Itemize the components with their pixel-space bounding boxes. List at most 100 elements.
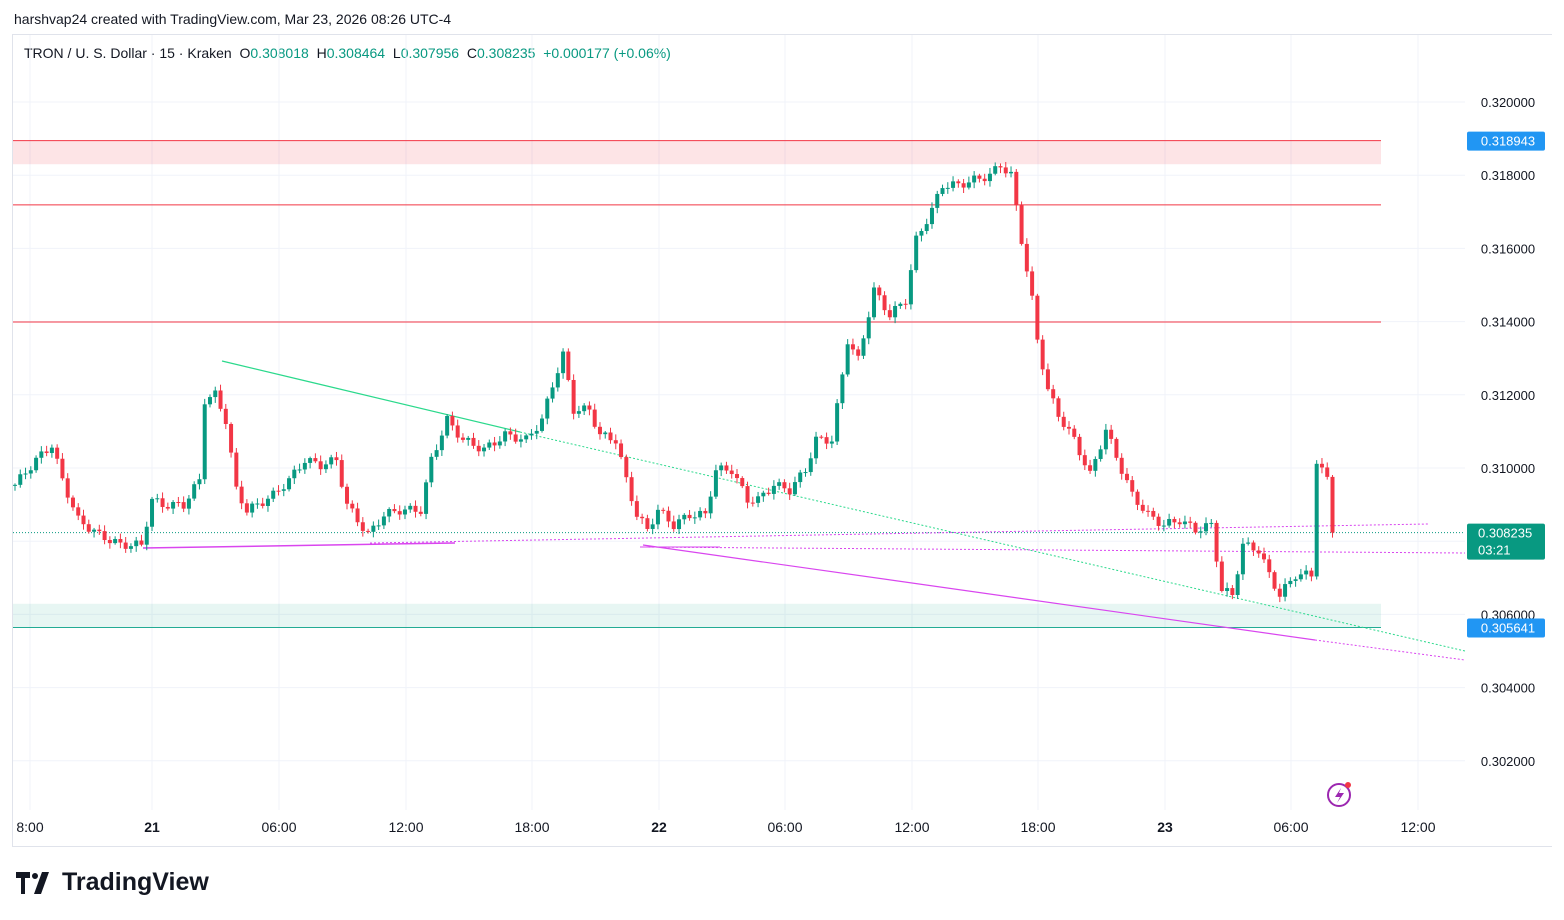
candle-body xyxy=(655,509,660,525)
candle-body xyxy=(234,452,239,487)
x-tick-label: 12:00 xyxy=(894,819,929,835)
candle-body xyxy=(724,465,729,471)
tradingview-logo-icon xyxy=(16,871,49,894)
notification-dot xyxy=(1345,782,1351,788)
candle-body xyxy=(487,442,492,448)
candle-body xyxy=(287,478,292,490)
open-label: O xyxy=(239,45,251,61)
candle-body xyxy=(44,451,49,454)
candle-body xyxy=(756,496,761,503)
candle-body xyxy=(1209,522,1214,524)
candle-body xyxy=(466,437,471,440)
candle-body xyxy=(508,431,513,435)
candle-body xyxy=(1225,588,1230,591)
candle-body xyxy=(97,529,102,532)
chart-frame[interactable] xyxy=(12,34,1552,847)
candle-body xyxy=(1146,510,1151,512)
candle-body xyxy=(1177,522,1182,525)
candle-body xyxy=(1051,389,1056,399)
candle-body xyxy=(566,351,571,380)
candle-body xyxy=(787,488,792,495)
ohlc-legend: TRON / U. S. Dollar · 15 · Kraken O 0.308… xyxy=(24,45,671,61)
candle-body xyxy=(745,486,750,503)
candle-body xyxy=(1288,580,1293,585)
candle-body xyxy=(402,509,407,515)
candle-body xyxy=(1319,463,1324,468)
candle-body xyxy=(1293,579,1298,581)
candle-body xyxy=(1009,171,1014,174)
candle-body xyxy=(1014,171,1019,206)
candle-body xyxy=(118,538,123,543)
candle-body xyxy=(460,437,465,440)
candle-body xyxy=(518,439,523,442)
candle-body xyxy=(571,379,576,414)
tradingview-logo[interactable]: TradingView xyxy=(16,868,209,897)
y-tick-label: 0.310000 xyxy=(1481,461,1535,476)
y-tick-label: 0.320000 xyxy=(1481,95,1535,110)
candle-body xyxy=(1204,523,1209,532)
candle-body xyxy=(39,451,44,458)
candle-body xyxy=(1056,398,1061,417)
candle-body xyxy=(244,503,249,513)
candle-body xyxy=(545,398,550,419)
candle-body xyxy=(597,426,602,435)
low-label: L xyxy=(392,45,401,61)
candle-body xyxy=(276,490,281,492)
last-price-label-bg xyxy=(1467,523,1545,560)
candle-body xyxy=(624,457,629,478)
candle-body xyxy=(540,418,544,431)
candle-body xyxy=(1267,559,1272,573)
candle-body xyxy=(750,502,755,504)
candle-body xyxy=(387,509,392,517)
candle-body xyxy=(956,181,961,184)
trend-line xyxy=(1314,639,1466,661)
candle-body xyxy=(692,517,697,519)
low-value: 0.307956 xyxy=(400,45,460,61)
candle-body xyxy=(113,538,118,544)
logo-text: TradingView xyxy=(62,868,209,896)
x-tick-label: 8:00 xyxy=(16,819,43,835)
candle-body xyxy=(134,540,139,547)
candle-body xyxy=(645,518,650,529)
y-tick-label: 0.314000 xyxy=(1481,315,1535,330)
x-tick-label: 06:00 xyxy=(767,819,802,835)
candle-body xyxy=(845,344,850,375)
lightning-icon xyxy=(1327,783,1351,807)
candle-body xyxy=(239,486,244,504)
candle-body xyxy=(139,540,144,545)
symbol-label[interactable]: TRON / U. S. Dollar · 15 · Kraken xyxy=(24,45,232,61)
candle-body xyxy=(171,502,176,509)
candle-body xyxy=(313,458,318,462)
candle-body xyxy=(1035,295,1040,340)
candle-body xyxy=(803,472,808,474)
high-value: 0.308464 xyxy=(326,45,386,61)
candle-body xyxy=(439,435,444,451)
candle-body xyxy=(65,478,70,498)
candle-body xyxy=(81,515,86,525)
x-tick-label: 18:00 xyxy=(514,819,549,835)
candle-body xyxy=(613,440,618,444)
candle-body xyxy=(661,509,666,511)
candle-body xyxy=(1198,531,1203,533)
candle-body xyxy=(987,173,992,182)
candle-body xyxy=(903,303,908,305)
trend-line xyxy=(142,542,456,549)
candle-body xyxy=(181,502,186,509)
candle-body xyxy=(1256,550,1261,554)
candle-body xyxy=(92,529,97,532)
candle-body xyxy=(1182,521,1187,525)
last-price-label: 0.308235 xyxy=(1478,526,1532,541)
candle-body xyxy=(49,447,54,454)
candle-body xyxy=(271,490,276,499)
candle-body xyxy=(966,182,971,188)
candle-body xyxy=(582,405,587,412)
change-value: +0.000177 (+0.06%) xyxy=(543,45,671,61)
candle-body xyxy=(297,469,302,471)
candle-body xyxy=(529,433,534,436)
candle-body xyxy=(260,503,265,506)
x-tick-label: 23 xyxy=(1157,819,1173,835)
candle-body xyxy=(734,474,739,479)
candle-body xyxy=(924,224,929,231)
candle-body xyxy=(213,390,218,398)
